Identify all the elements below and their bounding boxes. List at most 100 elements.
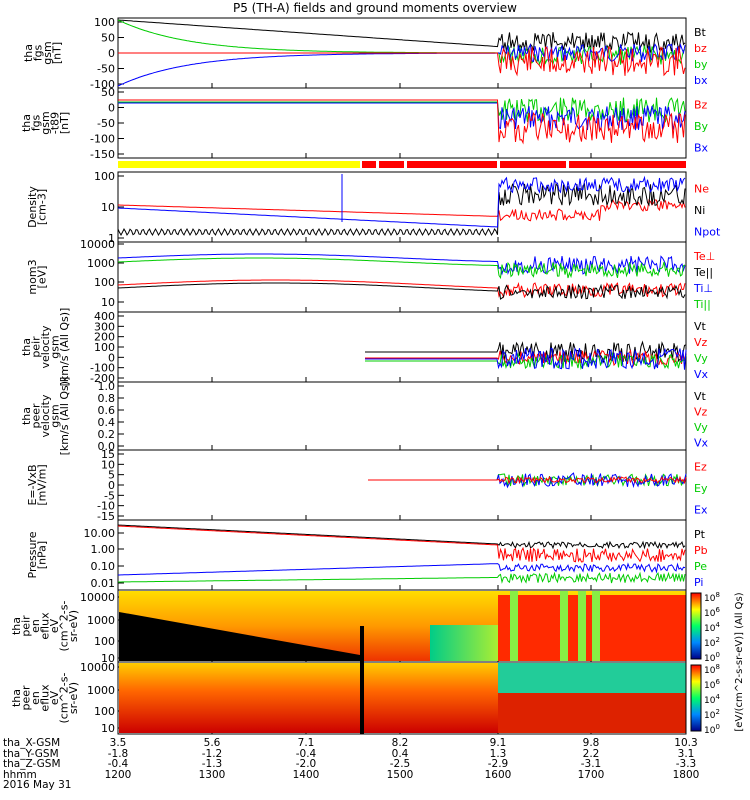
mode-bar-gap — [497, 161, 500, 168]
footer-value: 9.1 — [482, 738, 514, 748]
y-tick-label: -50 — [97, 63, 115, 76]
legend-Ez: Ez — [694, 461, 707, 474]
mode-bar-gap — [376, 161, 379, 168]
colorbar-tick-label: 108 — [704, 663, 720, 676]
legend-Npot: Npot — [694, 225, 721, 238]
colorbar-bottom — [691, 665, 701, 731]
mode-bar-fast — [362, 161, 686, 168]
series-Te-par — [118, 283, 685, 299]
y-tick-label: 10 — [101, 722, 115, 735]
legend-by: by — [694, 58, 708, 71]
footer-value: 1800 — [670, 770, 702, 780]
y-tick-label: 0.10 — [91, 560, 116, 573]
y-axis-label: sr-eV) — [67, 682, 80, 714]
peir-stripe — [592, 591, 600, 661]
y-tick-label: 0 — [108, 47, 115, 60]
peir-stripe — [578, 591, 586, 661]
footer-value: -0.4 — [290, 749, 322, 759]
legend-Bt: Bt — [694, 26, 707, 39]
footer-value: 1400 — [290, 770, 322, 780]
colorbar-label: [eV/(cm^2-s-sr-eV)] (All Qs) — [734, 592, 745, 731]
legend-Bz: Bz — [694, 99, 708, 112]
footer-value: 1500 — [384, 770, 416, 780]
footer-value: 8.2 — [384, 738, 416, 748]
footer-value: 3.5 — [102, 738, 134, 748]
series-Ti-perp — [118, 254, 685, 274]
legend-Vx: Vx — [694, 368, 709, 381]
footer-value: 2.2 — [575, 749, 607, 759]
footer-row-label: hhmm — [3, 770, 37, 780]
series-Bx-t89 — [118, 103, 685, 130]
peir-stripe — [560, 591, 568, 661]
legend-Vt: Vt — [694, 390, 707, 403]
legend-By: By — [694, 120, 709, 133]
y-tick-label: 1000 — [87, 684, 115, 697]
panel-frame — [118, 88, 686, 158]
colorbar-tick-label: 100 — [704, 723, 720, 736]
mode-bar-gap — [566, 161, 569, 168]
y-tick-label: 10000 — [80, 661, 115, 674]
y-tick-label: -100 — [90, 133, 115, 146]
footer-value: 7.1 — [290, 738, 322, 748]
legend-Pt: Pt — [694, 528, 706, 541]
footer-value: -1.3 — [196, 759, 228, 769]
legend-Ti||: Ti|| — [693, 298, 711, 311]
footer-value: 10.3 — [670, 738, 702, 748]
y-axis-label: [km/s (All Qs)] — [58, 377, 71, 456]
y-tick-label: 100 — [94, 276, 115, 289]
footer-value: 1600 — [482, 770, 514, 780]
plot-area: 100500-50-100thafgsgsm[nT]Btbzbybx500-50… — [0, 0, 750, 800]
y-tick-label: -50 — [97, 117, 115, 130]
footer-value: -3.3 — [670, 759, 702, 769]
legend-Pi: Pi — [694, 576, 703, 589]
footer-value: -3.1 — [575, 759, 607, 769]
footer-value: -0.4 — [102, 759, 134, 769]
y-tick-label: 50 — [101, 86, 115, 99]
y-tick-label: 10000 — [80, 238, 115, 251]
panel-frame — [118, 312, 686, 382]
y-tick-label: 1.00 — [91, 543, 116, 556]
legend-bx: bx — [694, 74, 708, 87]
legend-Ti⊥: Ti⊥ — [693, 282, 713, 295]
footer-row-label: tha_Y-GSM — [3, 749, 59, 759]
footer-value: 5.6 — [196, 738, 228, 748]
y-tick-label: 0.01 — [91, 577, 116, 590]
footer-row-label: tha_Z-GSM — [3, 759, 61, 769]
series-Pt — [118, 525, 685, 548]
footer-date: 2016 May 31 — [3, 780, 71, 790]
y-tick-label: 10 — [101, 296, 115, 309]
footer-value: 1700 — [575, 770, 607, 780]
footer-value: 3.1 — [670, 749, 702, 759]
panel-peer-velocity: 1.00.80.60.40.20.0thapeervelocitygsm[km/… — [20, 377, 709, 456]
y-tick-label: 100 — [94, 635, 115, 648]
y-axis-label: [mV/m] — [36, 464, 49, 505]
panel-peir-velocity: 4003002001000-100-200 thapeirvelocitygsm[… — [20, 308, 709, 387]
panel-frame — [118, 450, 686, 520]
y-axis-label: [nT] — [51, 42, 64, 64]
legend-Vz: Vz — [694, 336, 708, 349]
series-Bt — [118, 20, 685, 52]
footer-value: -1.8 — [102, 749, 134, 759]
page: P5 (TH-A) fields and ground moments over… — [0, 0, 750, 800]
legend-Ne: Ne — [694, 183, 709, 196]
legend-Vz: Vz — [694, 405, 708, 418]
colorbar-tick-label: 106 — [704, 678, 720, 691]
legend-Vt: Vt — [694, 320, 707, 333]
y-axis-label: sr-eV) — [67, 610, 80, 642]
colorbar-tick-label: 108 — [704, 591, 720, 604]
legend-Te||: Te|| — [693, 266, 713, 279]
legend-Vy: Vy — [694, 421, 708, 434]
footer-value: -2.5 — [384, 759, 416, 769]
peir-stripe — [510, 591, 518, 661]
y-axis-label: [cm-3] — [36, 189, 49, 225]
colorbar-tick-label: 104 — [704, 693, 720, 706]
data-gap — [360, 626, 364, 734]
mode-bar-gap — [404, 161, 407, 168]
legend-bz: bz — [694, 42, 707, 55]
y-axis-label: [nT] — [58, 112, 71, 134]
colorbar-tick-label: 102 — [704, 708, 720, 721]
series-Pe — [118, 573, 685, 583]
footer-value: 9.8 — [575, 738, 607, 748]
footer-value: 0.4 — [384, 749, 416, 759]
peir-green-band — [430, 625, 498, 661]
